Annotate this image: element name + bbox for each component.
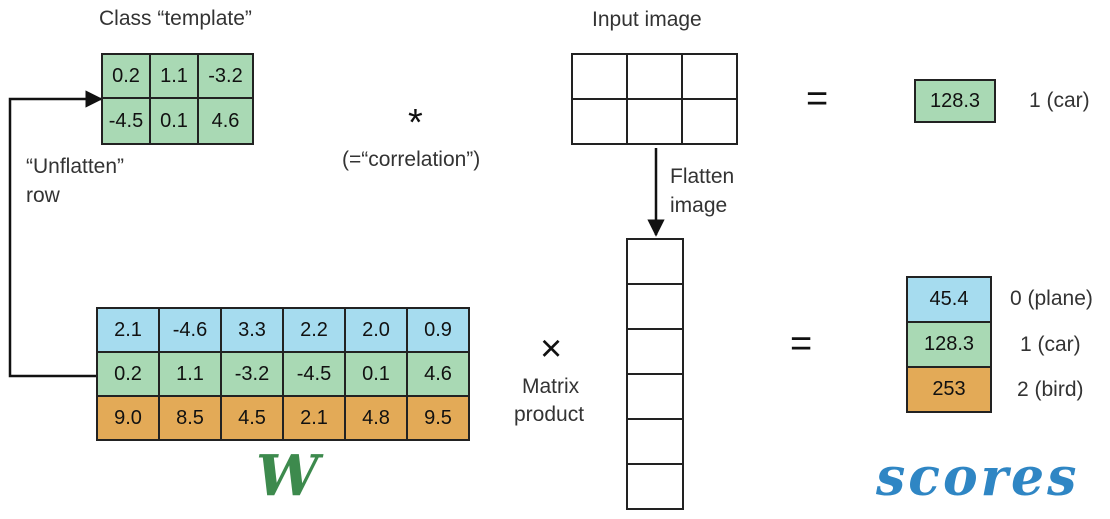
vector-cell	[626, 373, 684, 420]
input-image-cell	[626, 98, 683, 145]
input-image-cell	[681, 53, 738, 100]
weight-cell: 9.5	[406, 395, 470, 441]
weight-cell: 3.3	[220, 307, 284, 353]
score-cell: 253	[906, 366, 992, 413]
flattened-vector	[626, 238, 684, 510]
unflatten-arrow	[8, 90, 103, 378]
vector-cell	[626, 238, 684, 285]
matrix-product-symbol: ×	[540, 328, 563, 370]
weight-cell: 4.8	[344, 395, 408, 441]
score-cell: 45.4	[906, 276, 992, 323]
flatten-label-line2: image	[670, 194, 728, 217]
scores-symbol: scores	[876, 447, 1080, 508]
weight-cell: 8.5	[158, 395, 222, 441]
vector-cell	[626, 463, 684, 510]
score-cell: 128.3	[906, 321, 992, 368]
vector-cell	[626, 418, 684, 465]
equals-bottom: =	[790, 323, 813, 365]
template-cell: -3.2	[197, 53, 254, 99]
unflatten-label-line2: row	[26, 184, 60, 207]
flatten-label-line1: Flatten	[670, 165, 735, 188]
input-image-cell	[626, 53, 683, 100]
input-image-cell	[571, 98, 628, 145]
score-class-label: 0 (plane)	[1010, 287, 1093, 310]
weight-cell: -4.6	[158, 307, 222, 353]
weight-matrix: 2.1 -4.6 3.3 2.2 2.0 0.9 0.2 1.1 -3.2 -4…	[96, 307, 470, 441]
weight-cell: 9.0	[96, 395, 160, 441]
top-score-value: 128.3	[914, 79, 996, 123]
template-cell: 1.1	[149, 53, 199, 99]
weight-cell: 2.1	[96, 307, 160, 353]
top-score-box: 128.3	[914, 79, 996, 123]
score-class-label: 1 (car)	[1020, 333, 1081, 356]
vector-cell	[626, 328, 684, 375]
template-cell: 0.2	[101, 53, 151, 99]
weight-matrix-symbol: W	[256, 443, 319, 509]
template-title: Class “template”	[99, 7, 252, 30]
weight-cell: -3.2	[220, 351, 284, 397]
input-image-cell	[681, 98, 738, 145]
template-grid: 0.2 1.1 -3.2 -4.5 0.1 4.6	[101, 53, 254, 145]
input-image-grid	[571, 53, 738, 145]
weight-cell: 1.1	[158, 351, 222, 397]
weight-cell: 2.1	[282, 395, 346, 441]
weight-cell: 2.0	[344, 307, 408, 353]
score-class-label: 2 (bird)	[1017, 378, 1084, 401]
vector-cell	[626, 283, 684, 330]
weight-cell: 0.2	[96, 351, 160, 397]
weight-cell: 0.9	[406, 307, 470, 353]
input-image-title: Input image	[592, 8, 702, 31]
matrix-product-label-line1: Matrix	[522, 375, 580, 398]
weight-cell: 4.6	[406, 351, 470, 397]
weight-cell: 0.1	[344, 351, 408, 397]
correlation-symbol: *	[408, 102, 423, 144]
weight-cell: -4.5	[282, 351, 346, 397]
template-cell: -4.5	[101, 97, 151, 145]
equals-top: =	[806, 78, 829, 120]
input-image-cell	[571, 53, 628, 100]
correlation-label: (=“correlation”)	[342, 148, 481, 171]
template-cell: 0.1	[149, 97, 199, 145]
weight-cell: 2.2	[282, 307, 346, 353]
scores-vector: 45.4 128.3 253	[906, 276, 992, 413]
template-cell: 4.6	[197, 97, 254, 145]
matrix-product-label-line2: product	[514, 403, 585, 426]
unflatten-label-line1: “Unflatten”	[26, 155, 125, 178]
weight-cell: 4.5	[220, 395, 284, 441]
top-score-label: 1 (car)	[1029, 89, 1090, 112]
